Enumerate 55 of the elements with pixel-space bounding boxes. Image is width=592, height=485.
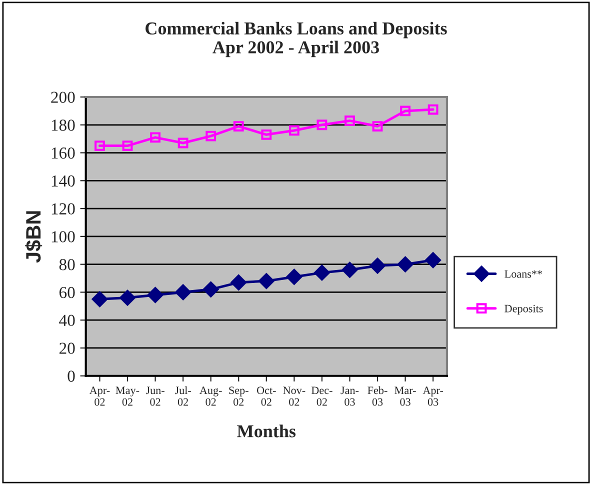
x-tick-label: Apr-03 — [422, 386, 444, 406]
point — [178, 138, 188, 148]
chart-title: Commercial Banks Loans and Deposits Apr 2002 - April 2003 — [146, 22, 447, 58]
point — [230, 274, 247, 290]
y-tick-label: 40 — [59, 314, 75, 326]
y-tick-label: 160 — [52, 147, 75, 159]
x-tick-label: Mar-03 — [394, 386, 416, 406]
point — [233, 121, 244, 132]
x-tick-label: Feb-03 — [368, 386, 388, 406]
point — [288, 125, 300, 136]
x-tick-label: Nov-02 — [283, 386, 306, 406]
y-tick-label: 120 — [52, 203, 75, 214]
point — [342, 262, 358, 278]
point — [202, 282, 219, 298]
point — [344, 115, 355, 126]
x-tick-label: Oct-02 — [256, 386, 276, 406]
x-tick-label: Sep-02 — [229, 386, 248, 406]
point — [314, 264, 330, 281]
point — [150, 132, 160, 143]
point — [428, 104, 438, 115]
point — [206, 130, 216, 142]
point — [261, 129, 272, 140]
point — [316, 120, 328, 130]
x-tick-label: Jul-02 — [174, 386, 191, 406]
point — [397, 256, 414, 272]
legend-label: Deposits — [504, 304, 543, 315]
x-tick-label: Dec-02 — [311, 386, 332, 406]
x-axis-title: Months — [237, 424, 296, 438]
legend-label: Loans** — [504, 270, 542, 278]
point — [120, 290, 136, 306]
y-tick-label: 140 — [52, 175, 75, 187]
y-tick-label: 60 — [59, 286, 75, 298]
x-tick-label: Apr-02 — [89, 386, 110, 406]
y-tick-label: 180 — [52, 120, 75, 131]
point — [286, 268, 302, 285]
point — [122, 140, 133, 152]
point — [94, 140, 105, 152]
y-tick-label: 0 — [68, 370, 75, 382]
point — [372, 121, 383, 132]
point — [175, 284, 191, 300]
y-tick-label: 20 — [59, 342, 75, 354]
y-tick-label: 80 — [59, 259, 75, 270]
point — [258, 273, 274, 289]
y-tick-label: 200 — [51, 92, 75, 103]
y-axis-title: J$BN — [25, 211, 42, 263]
point — [425, 252, 441, 268]
x-tick-label: Aug-02 — [200, 386, 222, 406]
point — [92, 291, 108, 308]
x-tick-label: May-02 — [116, 386, 140, 406]
x-tick-label: Jan-03 — [340, 386, 359, 406]
x-tick-label: Jun-02 — [146, 386, 164, 406]
point — [400, 106, 411, 116]
point — [147, 287, 164, 303]
point — [370, 258, 386, 274]
y-tick-label: 100 — [52, 231, 75, 242]
